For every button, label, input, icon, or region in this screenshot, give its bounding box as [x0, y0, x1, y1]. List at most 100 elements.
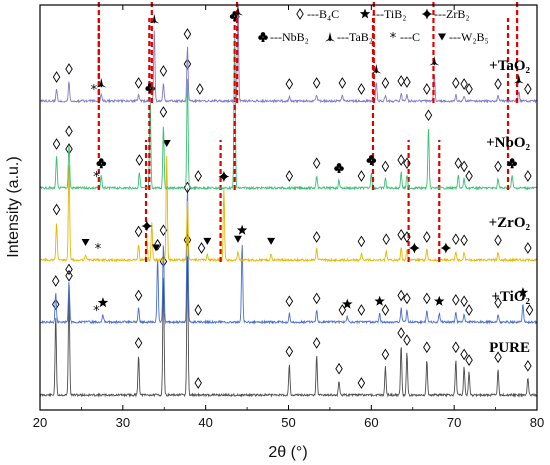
peak-marker-diamond [397, 327, 405, 339]
x-axis: 20 30 40 50 60 70 80 [33, 5, 544, 430]
peak-marker-diamond [52, 71, 61, 83]
legend-item: ---TiB₂ [359, 7, 406, 21]
peak-marker-diamond [452, 77, 460, 89]
peak-marker-diamond [357, 377, 366, 389]
peak-marker-tab [371, 64, 382, 74]
peak-marker-club [507, 158, 517, 169]
peak-marker-diamond [285, 170, 294, 182]
legend-item: ---NbB₂ [258, 30, 309, 44]
peak-marker-club [96, 158, 107, 169]
peak-marker-star4 [141, 220, 153, 232]
peak-marker-star4 [218, 171, 230, 182]
series-1: * +TiO₂ [39, 188, 538, 325]
peak-marker-diamond [65, 269, 73, 282]
series-label: +TaO₂ [489, 58, 530, 74]
peak-marker-diamond [423, 231, 431, 243]
peak-marker-tab [232, 6, 243, 16]
legend-symbol-star4 [421, 8, 433, 20]
peak-marker-tab [96, 78, 107, 88]
peak-marker-diamond [134, 225, 143, 238]
legend-item: ---W₂B₅ [438, 30, 489, 44]
peak-marker-diamond [524, 242, 532, 254]
peak-marker-asterisk: * [93, 170, 100, 185]
peak-marker-star [374, 295, 385, 306]
peak-marker-diamond [460, 295, 468, 308]
peak-marker-diamond [135, 154, 144, 166]
peak-marker-diamond [312, 157, 321, 170]
peak-marker-star [434, 295, 445, 306]
peak-marker-diamond [159, 65, 168, 77]
plot-area: PURE * +TiO₂ * +ZrO₂ * +NbO₂ * +TaO₂ [39, 0, 538, 398]
peak-marker-diamond [159, 106, 168, 118]
peak-marker-diamond [194, 377, 202, 389]
peak-marker-diamond [52, 298, 60, 311]
series-label: +NbO₂ [486, 135, 530, 151]
peak-marker-diamond [424, 109, 433, 122]
peak-marker-diamond [524, 360, 532, 372]
peak-marker-diamond [194, 170, 202, 182]
series-trace [39, 3, 538, 104]
peak-marker-diamond [194, 304, 202, 316]
peak-marker-diamond [312, 292, 321, 305]
legend-item: ---B₄C [296, 7, 339, 21]
peak-marker-diamond [312, 337, 321, 349]
legend-symbol-star [359, 8, 371, 19]
peak-marker-star [342, 298, 353, 309]
peak-marker-diamond [285, 78, 294, 90]
peak-marker-diamond [65, 125, 73, 138]
peak-marker-asterisk: * [93, 304, 100, 319]
peak-marker-diamond [382, 233, 390, 246]
peak-marker-diamond [285, 295, 294, 308]
peak-marker-diamond [525, 304, 534, 316]
legend-label: ---NbB₂ [270, 30, 309, 44]
peak-marker-diamond [403, 292, 411, 305]
peak-marker-triangle-down [203, 237, 212, 245]
peak-marker-star4 [408, 242, 420, 254]
peak-marker-diamond [423, 83, 431, 95]
peak-marker-diamond [65, 63, 73, 75]
peak-marker-diamond [381, 160, 390, 173]
peak-marker-diamond [460, 348, 468, 361]
peak-marker-diamond [460, 160, 468, 173]
peak-marker-triangle-down [81, 239, 90, 246]
peak-marker-diamond [153, 238, 162, 251]
peak-marker-diamond [460, 78, 468, 90]
series-label: +ZrO₂ [489, 215, 531, 231]
peak-marker-club [366, 155, 377, 165]
peak-marker-diamond [465, 170, 473, 182]
peak-marker-diamond [465, 354, 473, 366]
peak-marker-diamond [465, 83, 473, 95]
peak-marker-star [236, 224, 248, 235]
peak-marker-tab [429, 56, 440, 66]
series-label: +TiO₂ [491, 289, 530, 305]
legend: ---B₄C ---TiB₂ ---ZrB₂---NbB₂ ---TaB₂ * ---C -… [258, 7, 489, 46]
x-tick-label: 20 [33, 415, 47, 430]
peak-marker-diamond [357, 170, 366, 182]
peak-marker-diamond [403, 157, 411, 170]
peak-marker-diamond [524, 170, 532, 182]
peak-marker-diamond [381, 77, 390, 89]
peak-marker-diamond [134, 289, 143, 302]
peak-marker-triangle-down [267, 237, 276, 245]
peak-marker-star [517, 287, 529, 298]
series-trace [39, 33, 538, 191]
peak-marker-diamond [197, 242, 206, 254]
peak-marker-diamond [357, 304, 366, 316]
peak-marker-star4 [440, 242, 452, 254]
peak-marker-diamond [524, 83, 532, 95]
peak-marker-diamond [52, 203, 61, 216]
peak-marker-triangle-down [162, 140, 171, 147]
legend-symbol-triangle-down [438, 33, 446, 41]
peak-marker-diamond [357, 83, 366, 95]
peak-marker-diamond [183, 234, 192, 246]
peak-marker-diamond [381, 304, 390, 316]
legend-item: * ---C [390, 30, 420, 46]
peak-marker-diamond [423, 292, 431, 305]
legend-symbol-tab [325, 32, 335, 42]
series-trace [39, 188, 538, 325]
series-trace [39, 155, 538, 263]
peak-marker-diamond [403, 334, 411, 346]
peak-marker-diamond [494, 234, 502, 247]
peak-marker-diamond [452, 294, 460, 306]
peak-marker-triangle-down [151, 244, 160, 252]
